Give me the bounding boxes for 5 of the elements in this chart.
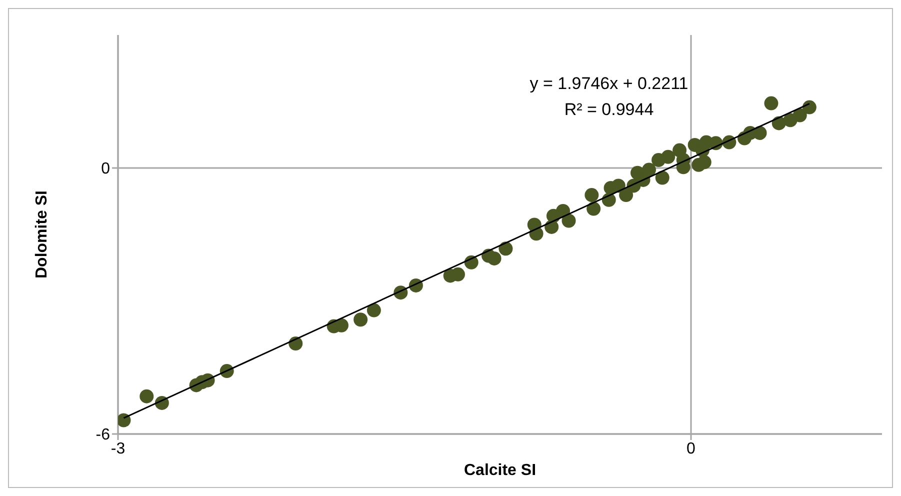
x-tick-label: -3 (110, 440, 126, 458)
y-axis-title: Dolomite SI (34, 190, 51, 279)
y-tick-label: -6 (96, 426, 110, 444)
regression-note: y = 1.9746x + 0.2211 R² = 0.9944 (509, 69, 709, 139)
x-axis-title: Calcite SI (464, 462, 536, 479)
